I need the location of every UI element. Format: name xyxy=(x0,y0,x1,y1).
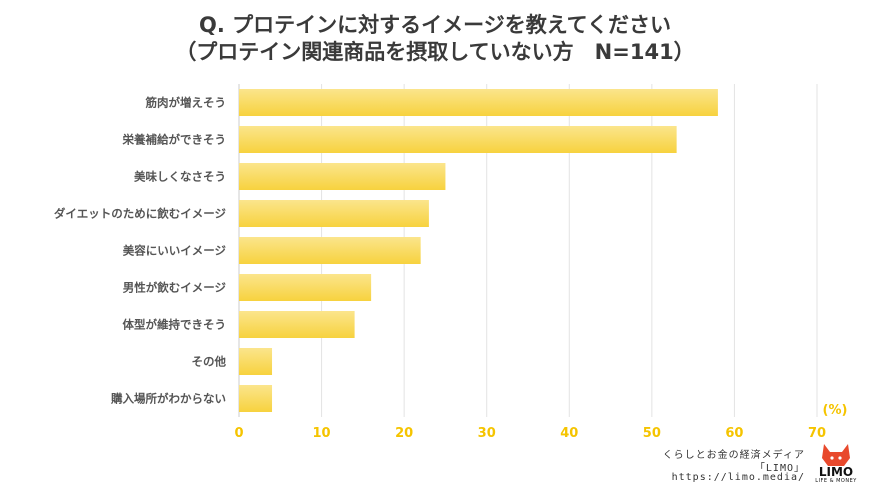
category-label: ダイエットのために飲むイメージ xyxy=(54,207,227,221)
bar xyxy=(239,311,355,338)
x-tick-label: 20 xyxy=(395,426,413,441)
chart-title-line1: Q. プロテインに対するイメージを教えてください xyxy=(198,13,672,37)
x-tick-label: 40 xyxy=(560,426,578,441)
category-label: 美容にいいイメージ xyxy=(123,244,227,258)
bar xyxy=(239,274,372,301)
bar xyxy=(239,200,429,227)
bar xyxy=(239,237,421,264)
credit-brand: 「LIMO」 xyxy=(754,463,805,474)
category-label: 男性が飲むイメージ xyxy=(123,281,227,295)
logo-tagline: LIFE & MONEY xyxy=(815,478,857,484)
category-label: 購入場所がわからない xyxy=(110,392,226,406)
category-label: 美味しくなさそう xyxy=(134,170,226,184)
axis-unit-label: (%) xyxy=(823,403,848,418)
x-tick-label: 70 xyxy=(808,426,826,441)
x-tick-label: 0 xyxy=(234,426,243,441)
bar xyxy=(239,163,446,190)
logo-wordmark: LIMO xyxy=(818,465,854,479)
x-tick-label: 60 xyxy=(725,426,743,441)
x-tick-label: 30 xyxy=(478,426,496,441)
bar xyxy=(239,89,718,116)
category-label: 筋肉が増えそう xyxy=(145,96,227,110)
bar xyxy=(239,348,273,375)
credit-site-name: くらしとお金の経済メディア xyxy=(662,450,805,461)
category-label: 体型が維持できそう xyxy=(123,318,227,332)
x-tick-label: 10 xyxy=(313,426,331,441)
bar xyxy=(239,385,273,412)
bar xyxy=(239,126,677,153)
x-tick-label: 50 xyxy=(643,426,661,441)
limo-fox-logo-icon xyxy=(822,444,850,466)
category-label: その他 xyxy=(192,355,227,369)
credit-url: https://limo.media/ xyxy=(671,472,805,483)
chart-title-line2: （プロテイン関連商品を摂取していない方 N=141） xyxy=(175,40,695,64)
category-label: 栄養補給ができそう xyxy=(122,133,227,147)
